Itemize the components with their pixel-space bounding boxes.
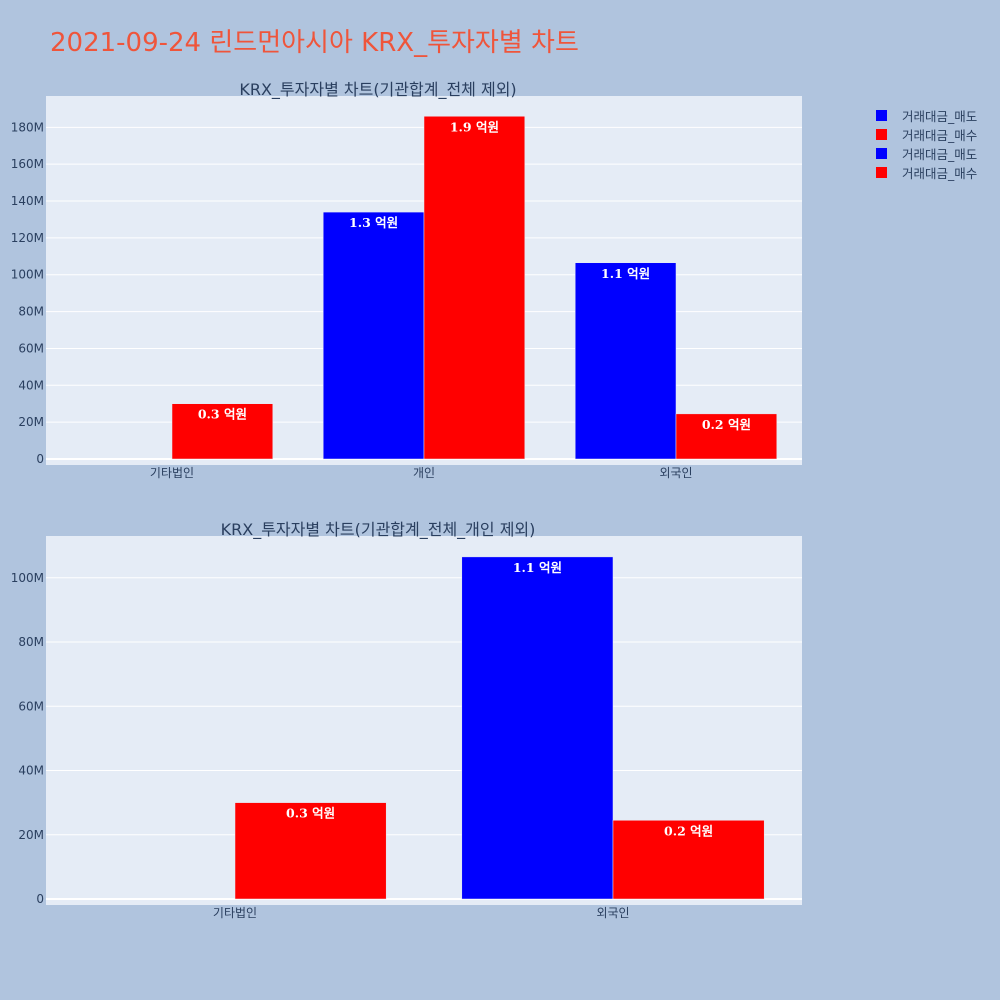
y-tick-label: 60M — [18, 341, 44, 355]
x-tick-label: 기타법인 — [213, 906, 257, 920]
page-title: 2021-09-24 린드먼아시아 KRX_투자자별 차트 — [50, 28, 579, 58]
legend-item[interactable]: 거래대금_매도 — [876, 144, 977, 163]
legend-label: 거래대금_매수 — [902, 128, 978, 143]
y-tick-label: 180M — [11, 120, 44, 134]
chart-2: 0 20M 40M 60M 80M 100M KRX_투자자별 차트(기관합계_전체_개인 … — [11, 520, 802, 920]
bar — [171, 403, 274, 460]
legend-swatch — [876, 167, 887, 178]
x-tick-label: 개인 — [413, 466, 435, 480]
legend-label: 거래대금_매수 — [902, 166, 978, 181]
x-tick-label: 외국인 — [659, 466, 692, 480]
legend-label: 거래대금_매도 — [902, 109, 978, 124]
y-tick-label: 60M — [18, 699, 44, 713]
y-tick-label: 40M — [18, 378, 44, 392]
data-label: 0.2 억원 — [664, 823, 713, 838]
y-tick-label: 100M — [11, 268, 44, 282]
data-label: 0.3 억원 — [198, 407, 247, 422]
data-label: 1.1 억원 — [601, 266, 650, 281]
y-tick-label: 80M — [18, 305, 44, 319]
data-label: 1.1 억원 — [513, 560, 562, 575]
y-tick-label: 100M — [11, 571, 44, 585]
legend-item[interactable]: 거래대금_매수 — [876, 125, 977, 144]
data-label: 0.3 억원 — [286, 806, 335, 821]
y-tick-label: 160M — [11, 157, 44, 171]
chart-title: KRX_투자자별 차트(기관합계_전체_개인 제외) — [221, 520, 536, 540]
legend: 거래대금_매도 거래대금_매수 거래대금_매도 거래대금_매수 — [876, 106, 977, 182]
legend-swatch — [876, 110, 887, 121]
y-tick-label: 20M — [18, 415, 44, 429]
bar — [322, 211, 425, 460]
bar — [461, 556, 614, 900]
x-tick-label: 외국인 — [596, 906, 629, 920]
legend-item[interactable]: 거래대금_매수 — [876, 163, 977, 182]
y-tick-label: 80M — [18, 635, 44, 649]
data-label: 0.2 억원 — [702, 417, 751, 432]
data-label: 1.9 억원 — [450, 119, 499, 134]
y-tick-label: 140M — [11, 194, 44, 208]
y-tick-label: 0 — [36, 892, 44, 906]
chart-1: 0 20M 40M 60M 80M 100M 120M 140M 160M 180M KRX_투자자… — [11, 80, 802, 480]
legend-label: 거래대금_매도 — [902, 147, 978, 162]
y-tick-label: 40M — [18, 764, 44, 778]
y-tick-label: 20M — [18, 828, 44, 842]
legend-swatch — [876, 129, 887, 140]
legend-swatch — [876, 148, 887, 159]
y-tick-label: 120M — [11, 231, 44, 245]
bar — [612, 820, 765, 900]
bar — [423, 116, 526, 460]
bar — [574, 262, 677, 460]
y-tick-label: 0 — [36, 452, 44, 466]
x-tick-label: 기타법인 — [150, 466, 194, 480]
legend-item[interactable]: 거래대금_매도 — [876, 106, 977, 125]
bar — [675, 413, 778, 460]
chart-title: KRX_투자자별 차트(기관합계_전체 제외) — [239, 80, 516, 100]
bar — [234, 802, 387, 900]
data-label: 1.3 억원 — [349, 215, 398, 230]
